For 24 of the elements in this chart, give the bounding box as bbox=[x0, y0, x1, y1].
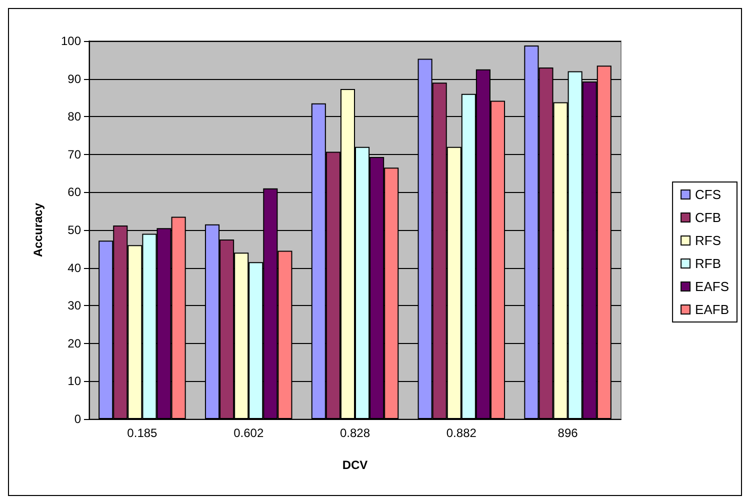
y-tick-label: 60 bbox=[68, 185, 82, 200]
y-tick-label: 0 bbox=[74, 412, 82, 426]
legend-label: EAFS bbox=[695, 279, 730, 294]
x-axis-title: DCV bbox=[342, 458, 368, 472]
legend-label: RFB bbox=[695, 256, 722, 271]
y-tick-label: 90 bbox=[68, 72, 82, 86]
y-axis-title: Accuracy bbox=[31, 202, 45, 258]
x-tick-label: 0.602 bbox=[234, 426, 264, 440]
legend-label: RFS bbox=[695, 233, 722, 248]
legend-label: CFB bbox=[695, 210, 722, 225]
y-tick-label: 10 bbox=[68, 374, 82, 388]
x-tick-label: 0.185 bbox=[127, 426, 158, 440]
y-tick-label: 20 bbox=[68, 336, 82, 350]
y-tick-label: 40 bbox=[68, 260, 82, 275]
y-tick-label: 70 bbox=[68, 147, 82, 162]
y-tick-label: 100 bbox=[60, 34, 82, 48]
x-tick-label: 896 bbox=[558, 426, 578, 440]
legend-label: EAFB bbox=[695, 302, 730, 317]
y-tick-label: 80 bbox=[68, 110, 82, 124]
x-tick-label: 0.828 bbox=[340, 426, 370, 440]
legend-label: CFS bbox=[695, 187, 722, 202]
y-tick-label: 50 bbox=[68, 223, 82, 237]
y-tick-label: 30 bbox=[68, 298, 82, 313]
x-tick-label: 0.882 bbox=[446, 426, 477, 440]
